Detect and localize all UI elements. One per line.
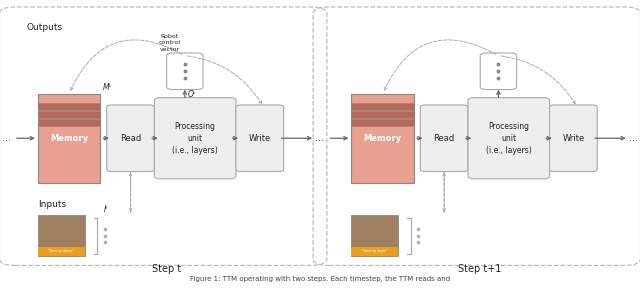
Text: Outputs: Outputs: [26, 23, 63, 32]
Bar: [351, 120, 414, 126]
Text: Mᵗ: Mᵗ: [102, 83, 111, 92]
Text: Processing
unit
(i.e., layers): Processing unit (i.e., layers): [486, 122, 532, 155]
Text: Iᵗ: Iᵗ: [104, 205, 108, 214]
Bar: [38, 103, 100, 110]
Bar: [351, 103, 414, 110]
Text: Oᵗ: Oᵗ: [188, 90, 196, 99]
FancyBboxPatch shape: [107, 105, 154, 171]
Text: Step t: Step t: [152, 264, 181, 274]
FancyBboxPatch shape: [550, 105, 597, 171]
Text: "Open top drawer": "Open top drawer": [362, 249, 388, 253]
Text: "Open top drawer": "Open top drawer": [49, 249, 74, 253]
Text: Memory: Memory: [364, 134, 402, 143]
FancyBboxPatch shape: [236, 105, 284, 171]
Text: Figure 1: TTM operating with two steps. Each timestep, the TTM reads and: Figure 1: TTM operating with two steps. …: [190, 276, 450, 282]
Text: Write: Write: [249, 134, 271, 143]
Text: Processing
unit
(i.e., layers): Processing unit (i.e., layers): [172, 122, 218, 155]
FancyBboxPatch shape: [420, 105, 468, 171]
Bar: [351, 111, 414, 118]
FancyBboxPatch shape: [468, 98, 550, 179]
Bar: [38, 215, 85, 256]
Text: Memory: Memory: [50, 134, 88, 143]
Bar: [351, 94, 414, 183]
Bar: [38, 120, 100, 126]
Bar: [351, 247, 398, 256]
Text: Inputs: Inputs: [38, 200, 66, 209]
Bar: [351, 215, 398, 256]
Text: ...: ...: [316, 133, 324, 143]
Text: ...: ...: [629, 133, 638, 143]
FancyBboxPatch shape: [154, 98, 236, 179]
Text: Robot
control
vector: Robot control vector: [159, 34, 180, 52]
Text: Read: Read: [433, 134, 455, 143]
Text: Read: Read: [120, 134, 141, 143]
FancyBboxPatch shape: [480, 53, 516, 90]
Text: Step t+1: Step t+1: [458, 264, 502, 274]
FancyBboxPatch shape: [166, 53, 203, 90]
Text: ...: ...: [316, 133, 324, 143]
Bar: [38, 247, 85, 256]
Text: Write: Write: [563, 134, 584, 143]
Bar: [38, 94, 100, 183]
Text: ...: ...: [2, 133, 11, 143]
Bar: [38, 111, 100, 118]
